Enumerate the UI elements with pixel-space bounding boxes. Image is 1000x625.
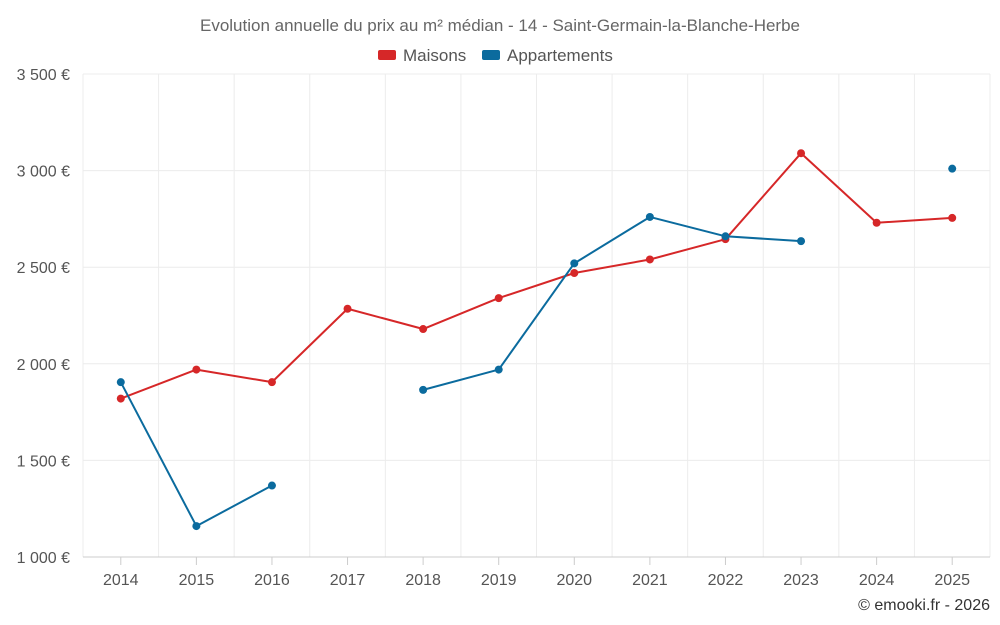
series-appartements	[116, 164, 957, 531]
x-tick-label: 2015	[179, 572, 215, 589]
legend-swatch	[378, 50, 396, 60]
data-point-maisons[interactable]	[267, 378, 276, 387]
data-point-maisons[interactable]	[192, 365, 201, 374]
x-tick-label: 2020	[556, 572, 592, 589]
y-tick-label: 3 000 €	[17, 164, 70, 181]
chart-title: Evolution annuelle du prix au m² médian …	[200, 16, 800, 35]
legend-label: Appartements	[507, 46, 613, 65]
x-tick-label: 2021	[632, 572, 668, 589]
credit-text: © emooki.fr - 2026	[858, 597, 990, 614]
data-point-appartements[interactable]	[797, 237, 806, 246]
data-point-appartements[interactable]	[494, 365, 503, 374]
series-line-maisons	[120, 152, 953, 400]
data-point-maisons[interactable]	[116, 394, 125, 403]
legend-swatch	[482, 50, 500, 60]
legend-label: Maisons	[403, 46, 466, 65]
x-tick-label: 2024	[859, 572, 895, 589]
data-point-maisons[interactable]	[419, 325, 428, 334]
x-tick-label: 2017	[330, 572, 366, 589]
series-line-appartements	[119, 381, 273, 528]
x-tick-label: 2016	[254, 572, 290, 589]
legend-item-appartements[interactable]: Appartements	[482, 46, 613, 65]
x-tick-label: 2019	[481, 572, 517, 589]
series-line-appartements	[422, 215, 802, 391]
data-point-maisons[interactable]	[797, 149, 806, 158]
y-tick-label: 2 000 €	[17, 357, 70, 374]
legend: Maisons Appartements	[378, 46, 613, 65]
x-tick-label: 2023	[783, 572, 819, 589]
data-point-maisons[interactable]	[494, 294, 503, 303]
x-tick-label: 2022	[708, 572, 744, 589]
x-tick-label: 2018	[405, 572, 441, 589]
series	[116, 149, 957, 531]
y-tick-label: 2 500 €	[17, 260, 70, 277]
data-point-maisons[interactable]	[645, 255, 654, 264]
data-point-maisons[interactable]	[343, 304, 352, 313]
y-axis: 1 000 € 1 500 € 2 000 € 2 500 € 3 000 € 3 500…	[17, 67, 70, 567]
legend-item-maisons[interactable]: Maisons	[378, 46, 466, 65]
x-tick-label: 2025	[934, 572, 970, 589]
y-tick-label: 1 000 €	[17, 550, 70, 567]
data-point-maisons[interactable]	[872, 218, 881, 227]
series-maisons	[116, 149, 957, 403]
data-point-appartements[interactable]	[570, 259, 579, 268]
data-point-appartements[interactable]	[721, 232, 730, 241]
data-point-maisons[interactable]	[948, 213, 957, 222]
data-point-appartements[interactable]	[948, 164, 957, 173]
data-point-appartements[interactable]	[645, 212, 654, 221]
data-point-appartements[interactable]	[192, 522, 201, 531]
data-point-maisons[interactable]	[570, 268, 579, 277]
data-point-appartements[interactable]	[116, 378, 125, 387]
x-axis: 2014 2015 2016 2017 2018 2019 2020 2021 2022 2023…	[83, 556, 990, 589]
data-point-appartements[interactable]	[267, 481, 276, 490]
grid	[82, 73, 991, 557]
data-point-appartements[interactable]	[419, 385, 428, 394]
y-tick-label: 3 500 €	[17, 67, 70, 84]
y-tick-label: 1 500 €	[17, 453, 70, 470]
x-tick-label: 2014	[103, 572, 139, 589]
